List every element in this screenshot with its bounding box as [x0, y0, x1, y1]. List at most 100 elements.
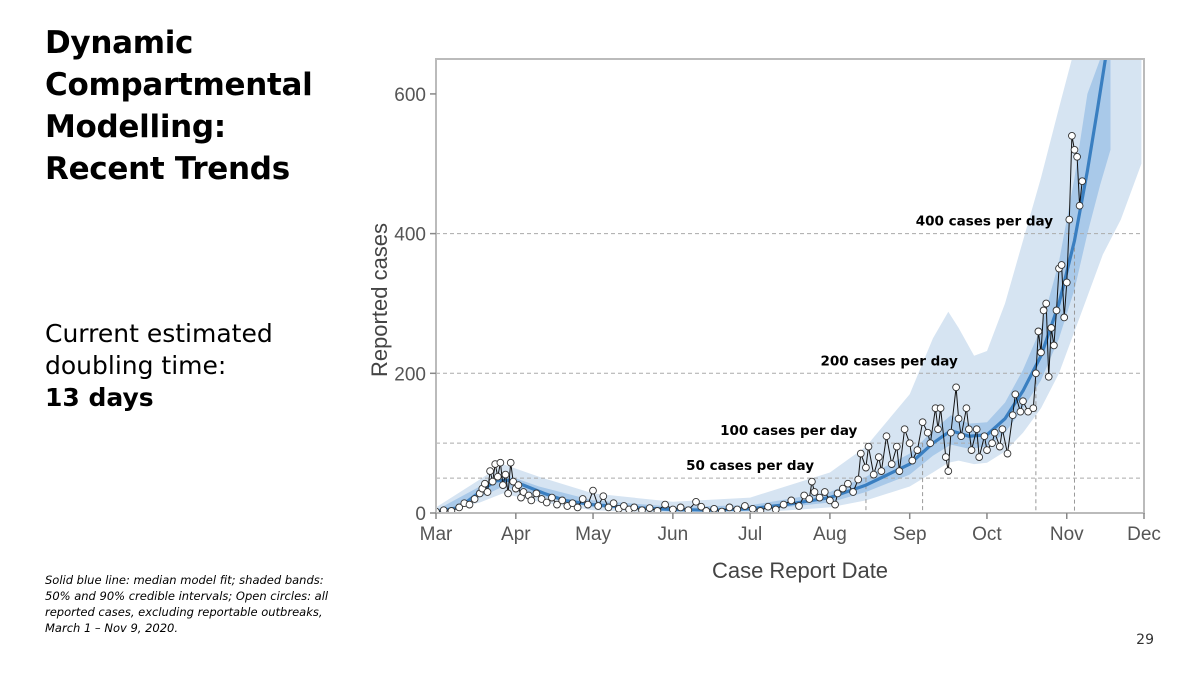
reference-label-100: 100 cases per day — [720, 423, 857, 439]
observed-case-point — [887, 460, 896, 468]
observed-case-point — [493, 472, 502, 481]
title-line: Compartmental — [45, 67, 313, 103]
observed-case-point — [900, 425, 909, 434]
observed-case-point — [965, 425, 973, 434]
observed-case-point — [833, 489, 842, 498]
observed-case-point — [805, 495, 814, 503]
observed-case-point — [771, 505, 780, 513]
observed-case-point — [892, 442, 901, 451]
observed-case-point — [506, 458, 515, 467]
observed-case-point — [568, 499, 577, 508]
observed-case-point — [684, 506, 693, 513]
observed-case-point — [862, 463, 870, 472]
x-tick-label: Nov — [1050, 524, 1084, 545]
observed-case-point — [504, 489, 512, 498]
reported-cases-chart: 50 cases per day 100 cases per day 200 cas… — [367, 58, 1161, 583]
observed-case-point — [645, 504, 654, 512]
observed-case-point — [514, 481, 523, 489]
observed-case-point — [604, 503, 613, 512]
observed-case-point — [844, 479, 852, 488]
observed-case-point — [1068, 131, 1076, 140]
observed-case-point — [908, 456, 917, 465]
observed-case-point — [1039, 306, 1048, 315]
observed-case-point — [795, 502, 803, 510]
x-tick-label: Mar — [420, 524, 453, 545]
observed-case-point — [1047, 324, 1056, 332]
y-tick-label: 400 — [394, 225, 426, 246]
title-line: Modelling: — [45, 109, 226, 145]
observed-case-point — [1016, 407, 1025, 416]
observed-case-point — [638, 506, 646, 513]
observed-case-point — [983, 446, 991, 454]
x-axis-title: Case Report Date — [712, 558, 888, 583]
observed-case-point — [676, 503, 685, 512]
band-90-credible-interval — [436, 59, 1142, 513]
observed-case-point — [815, 493, 824, 502]
observed-case-point — [630, 503, 639, 512]
observed-case-point — [620, 502, 628, 510]
observed-case-point — [470, 495, 479, 503]
observed-case-point — [962, 404, 971, 413]
observed-case-point — [669, 505, 677, 513]
observed-case-point — [1037, 348, 1045, 357]
chart-caption: Solid blue line: median model fit; shade… — [45, 573, 329, 635]
x-tick-label: May — [575, 524, 611, 545]
observed-case-point — [496, 458, 505, 467]
reference-label-200: 200 cases per day — [820, 353, 957, 369]
observed-case-point — [869, 470, 878, 479]
observed-case-point — [1062, 278, 1071, 287]
reference-label-400: 400 cases per day — [916, 214, 1053, 230]
y-tick-label: 600 — [394, 85, 426, 106]
observed-case-point — [980, 432, 989, 441]
observed-case-point — [975, 453, 984, 461]
observed-case-point — [741, 502, 749, 510]
observed-case-point — [1065, 215, 1074, 224]
observed-case-point — [717, 507, 726, 513]
observed-case-point — [501, 470, 510, 479]
observed-case-point — [972, 425, 981, 434]
observed-case-point — [957, 432, 966, 441]
observed-case-point — [748, 504, 757, 513]
observed-case-point — [988, 439, 996, 448]
observed-case-point — [895, 467, 904, 475]
observed-case-point — [481, 479, 489, 488]
observed-case-point — [509, 477, 518, 486]
doubling-label-line: Current estimated — [45, 319, 273, 348]
observed-case-point — [820, 488, 829, 496]
observed-case-point — [527, 496, 536, 505]
observed-case-point — [488, 477, 497, 486]
observed-case-point — [1019, 397, 1027, 406]
observed-case-point — [594, 502, 603, 510]
observed-case-point — [926, 439, 935, 448]
observed-case-point — [1029, 404, 1038, 413]
observed-case-point — [826, 496, 834, 505]
observed-case-point — [702, 507, 711, 513]
x-tick-label: Apr — [501, 524, 531, 545]
observed-case-point — [954, 414, 963, 423]
observed-case-point — [599, 492, 608, 501]
plot-frame — [435, 58, 1145, 514]
doubling-label-line: doubling time: — [45, 351, 227, 380]
observed-case-point — [1003, 449, 1012, 458]
observed-case-point — [998, 425, 1007, 434]
observed-case-point — [787, 496, 796, 505]
observed-case-point — [1024, 407, 1032, 416]
observed-case-point — [941, 453, 950, 461]
observed-case-point — [1070, 145, 1079, 154]
observed-case-point — [864, 442, 873, 451]
observed-case-point — [913, 446, 922, 454]
observed-case-point — [578, 495, 587, 503]
x-tick-label: Jun — [658, 524, 689, 545]
observed-case-point — [952, 383, 960, 392]
observed-case-point — [548, 493, 556, 502]
observed-case-point — [936, 404, 945, 413]
observed-case-point — [1032, 369, 1040, 378]
x-tick-label: Dec — [1127, 524, 1161, 545]
observed-case-point — [944, 467, 953, 475]
observed-case-point — [934, 425, 942, 434]
doubling-time-block: Current estimated doubling time: 13 days — [45, 318, 365, 414]
observed-case-point — [947, 428, 955, 437]
observed-case-point — [874, 453, 883, 461]
observed-case-point — [882, 432, 891, 441]
observed-case-point — [692, 497, 700, 506]
